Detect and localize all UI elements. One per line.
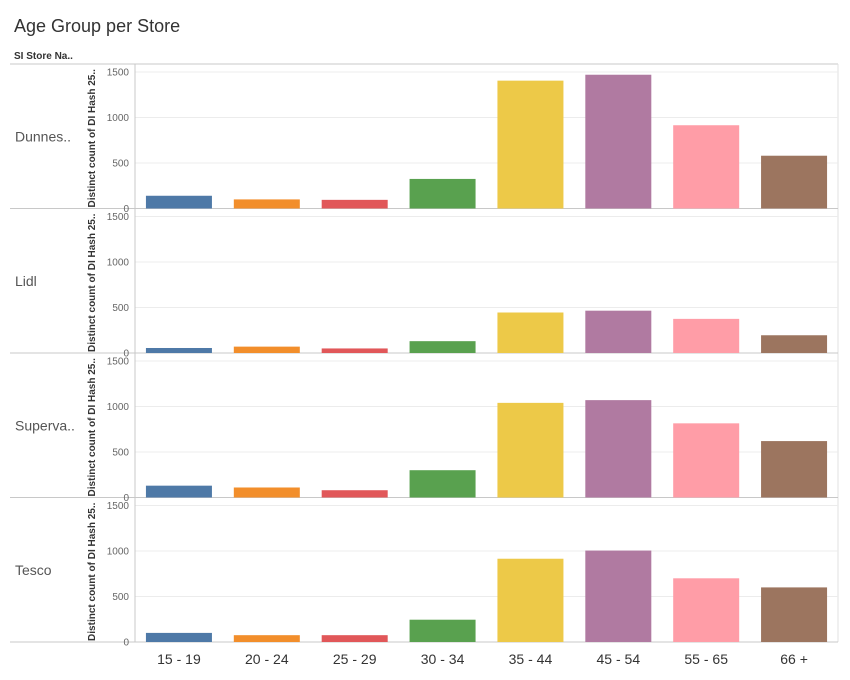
- bar: [497, 312, 564, 353]
- chart-title: Age Group per Store: [14, 16, 181, 36]
- bar: [585, 550, 652, 642]
- bar: [585, 74, 652, 209]
- bar: [761, 441, 828, 498]
- y-tick-label: 1500: [107, 501, 130, 512]
- y-axis-title: Distinct count of DI Hash 25..: [87, 69, 98, 208]
- bar: [409, 178, 476, 209]
- bar: [233, 199, 300, 209]
- y-tick-label: 500: [112, 159, 129, 170]
- bar: [145, 485, 212, 498]
- x-tick-label: 20 - 24: [245, 651, 289, 667]
- store-label: Tesco: [15, 562, 52, 578]
- bar: [761, 335, 828, 353]
- x-tick-label: 30 - 34: [421, 651, 465, 667]
- bar: [145, 632, 212, 642]
- y-tick-label: 1500: [107, 357, 130, 368]
- y-tick-label: 1000: [107, 402, 130, 413]
- y-axis-title: Distinct count of DI Hash 25..: [87, 502, 98, 641]
- store-label: Superva..: [15, 417, 75, 433]
- y-tick-label: 0: [123, 204, 129, 215]
- x-tick-label: 25 - 29: [333, 651, 377, 667]
- y-tick-label: 1000: [107, 113, 130, 124]
- y-tick-label: 500: [112, 592, 129, 603]
- bar: [497, 80, 564, 209]
- y-tick-label: 500: [112, 448, 129, 459]
- store-label: Lidl: [15, 273, 37, 289]
- x-tick-label: 55 - 65: [684, 651, 728, 667]
- bar: [409, 470, 476, 498]
- x-tick-label: 45 - 54: [597, 651, 641, 667]
- y-tick-label: 0: [123, 493, 129, 504]
- bar: [233, 487, 300, 498]
- row-header: SI Store Na..: [14, 51, 73, 62]
- bar: [321, 490, 388, 498]
- bar: [761, 155, 828, 209]
- y-tick-label: 0: [123, 638, 129, 649]
- store-label: Dunnes..: [15, 128, 71, 144]
- bar: [321, 199, 388, 209]
- x-tick-label: 35 - 44: [509, 651, 553, 667]
- y-axis-title: Distinct count of DI Hash 25..: [87, 358, 98, 497]
- bar: [673, 318, 740, 353]
- bar: [497, 558, 564, 642]
- y-tick-label: 0: [123, 349, 129, 360]
- y-tick-label: 1000: [107, 547, 130, 558]
- bar: [585, 400, 652, 498]
- bar: [233, 635, 300, 642]
- bar: [145, 347, 212, 353]
- x-tick-label: 15 - 19: [157, 651, 201, 667]
- bar: [585, 310, 652, 353]
- bar: [145, 195, 212, 209]
- bar: [673, 423, 740, 498]
- bar: [673, 125, 740, 209]
- y-tick-label: 500: [112, 303, 129, 314]
- bar: [233, 346, 300, 353]
- y-tick-label: 1500: [107, 212, 130, 223]
- bar: [409, 341, 476, 353]
- x-tick-label: 66 +: [780, 651, 808, 667]
- bar: [497, 402, 564, 498]
- bar: [761, 587, 828, 642]
- bar: [409, 619, 476, 642]
- bar: [673, 578, 740, 642]
- y-tick-label: 1000: [107, 258, 130, 269]
- y-tick-label: 1500: [107, 68, 130, 79]
- y-axis-title: Distinct count of DI Hash 25..: [87, 213, 98, 352]
- bar: [321, 635, 388, 642]
- bar: [321, 348, 388, 353]
